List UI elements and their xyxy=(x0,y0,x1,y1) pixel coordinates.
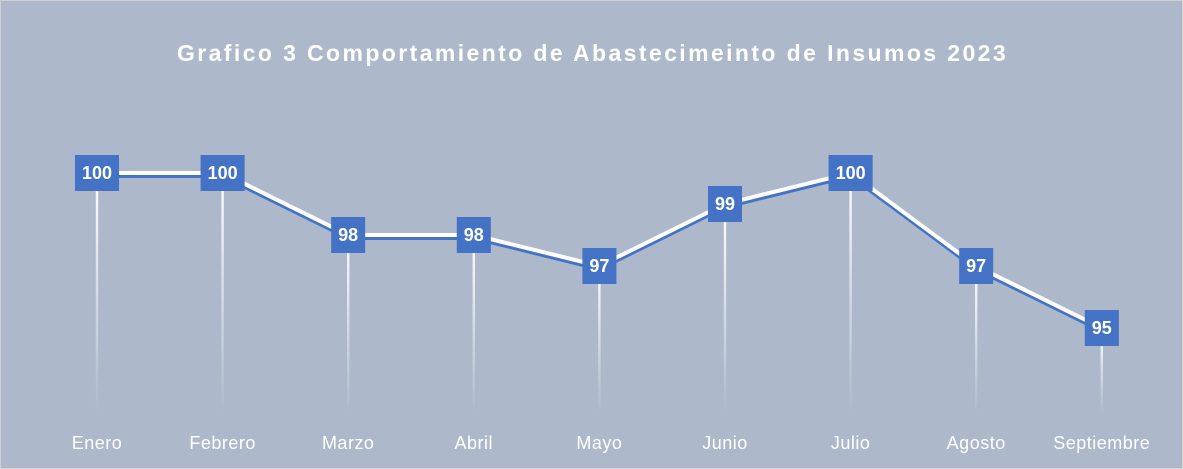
data-label-box xyxy=(74,155,120,191)
drop-line xyxy=(598,266,601,413)
drop-line xyxy=(975,266,978,413)
data-label: 100 xyxy=(208,163,238,183)
data-label: 97 xyxy=(966,256,986,276)
drop-line xyxy=(1100,328,1103,413)
data-label-box xyxy=(707,186,743,222)
x-tick-label: Enero xyxy=(72,433,123,453)
data-label-box xyxy=(200,155,245,191)
x-tick-label: Junio xyxy=(702,433,748,453)
x-tick-label: Marzo xyxy=(322,433,375,453)
chart-title: Grafico 3 Comportamiento de Abastecimein… xyxy=(176,40,1009,66)
data-label: 100 xyxy=(82,163,112,183)
x-tick-label: Mayo xyxy=(576,433,622,453)
drop-line xyxy=(723,204,727,413)
data-label-box xyxy=(828,155,873,191)
drop-line xyxy=(849,173,852,413)
data-label-box xyxy=(959,248,994,284)
data-label: 98 xyxy=(464,225,484,245)
drop-line xyxy=(472,235,475,413)
data-label-box xyxy=(582,248,617,284)
x-tick-label: Agosto xyxy=(947,433,1006,453)
data-label: 100 xyxy=(836,163,866,183)
x-tick-label: Abril xyxy=(455,433,494,453)
drop-line xyxy=(221,173,224,413)
data-label: 95 xyxy=(1092,318,1112,338)
drop-line xyxy=(95,173,99,413)
data-label: 98 xyxy=(338,225,358,245)
x-tick-label: Febrero xyxy=(189,433,256,453)
data-label-box xyxy=(331,217,366,253)
data-label-box xyxy=(1084,310,1119,346)
drop-line xyxy=(347,235,350,413)
data-label-box xyxy=(456,217,491,253)
x-tick-label: Septiembre xyxy=(1053,433,1150,453)
data-label: 97 xyxy=(589,256,609,276)
data-label: 99 xyxy=(715,194,735,214)
x-tick-label: Julio xyxy=(831,433,871,453)
